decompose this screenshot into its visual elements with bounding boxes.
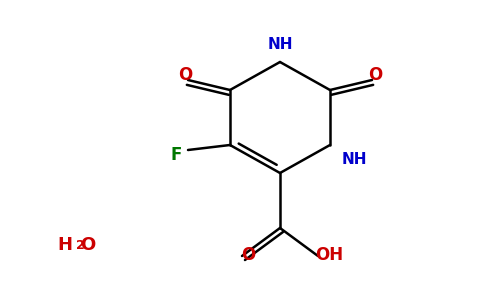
Text: 2: 2 bbox=[76, 239, 85, 252]
Text: NH: NH bbox=[342, 152, 367, 167]
Text: OH: OH bbox=[315, 246, 343, 264]
Text: F: F bbox=[171, 146, 182, 164]
Text: O: O bbox=[80, 236, 96, 254]
Text: NH: NH bbox=[267, 37, 293, 52]
Text: O: O bbox=[241, 246, 255, 264]
Text: O: O bbox=[178, 66, 192, 84]
Text: H: H bbox=[58, 236, 73, 254]
Text: O: O bbox=[368, 66, 382, 84]
